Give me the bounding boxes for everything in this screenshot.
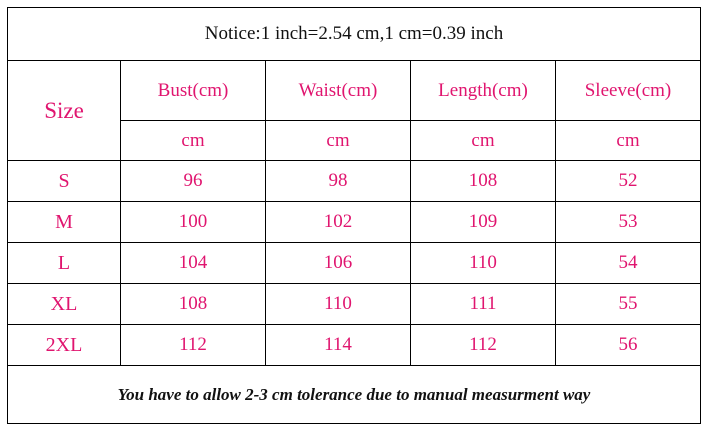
- measurement: 108: [410, 160, 556, 202]
- measurement: 109: [410, 201, 556, 243]
- unit-cell: cm: [265, 120, 411, 161]
- measurement: 114: [265, 324, 411, 366]
- size-label: XL: [7, 283, 121, 325]
- size-label: M: [7, 201, 121, 243]
- measurement: 98: [265, 160, 411, 202]
- unit-cell: cm: [410, 120, 556, 161]
- data-row: S 96 98 108 52: [7, 160, 701, 202]
- footer-note: You have to allow 2-3 cm tolerance due t…: [7, 365, 701, 424]
- data-row: 2XL 112 114 112 56: [7, 324, 701, 366]
- measurement: 111: [410, 283, 556, 325]
- column-header: Waist(cm): [265, 60, 411, 121]
- size-header: Size: [7, 60, 121, 161]
- measurement: 96: [120, 160, 266, 202]
- measurement: 54: [555, 242, 701, 284]
- header-row: Size Bust(cm) Waist(cm) Length(cm) Sleeve(cm…: [7, 60, 701, 161]
- measurement: 112: [410, 324, 556, 366]
- measurement: 102: [265, 201, 411, 243]
- unit-cell: cm: [120, 120, 266, 161]
- unit-cell: cm: [555, 120, 701, 161]
- data-row: M 100 102 109 53: [7, 201, 701, 243]
- data-row: L 104 106 110 54: [7, 242, 701, 284]
- column-header: Sleeve(cm): [555, 60, 701, 121]
- column-header: Bust(cm): [120, 60, 266, 121]
- footer-row: You have to allow 2-3 cm tolerance due t…: [7, 365, 701, 424]
- measurement: 104: [120, 242, 266, 284]
- size-label: 2XL: [7, 324, 121, 366]
- measurement: 108: [120, 283, 266, 325]
- size-label: L: [7, 242, 121, 284]
- measurement: 100: [120, 201, 266, 243]
- unit-row: cm cm cm cm: [8, 120, 701, 161]
- measurement: 112: [120, 324, 266, 366]
- data-row: XL 108 110 111 55: [7, 283, 701, 325]
- column-header: Length(cm): [410, 60, 556, 121]
- measurement: 53: [555, 201, 701, 243]
- notice: Notice:1 inch=2.54 cm,1 cm=0.39 inch: [7, 7, 701, 61]
- measurement: 56: [555, 324, 701, 366]
- measurement: 55: [555, 283, 701, 325]
- measurement: 110: [265, 283, 411, 325]
- size-table: Notice:1 inch=2.54 cm,1 cm=0.39 inch Siz…: [7, 7, 701, 424]
- notice-row: Notice:1 inch=2.54 cm,1 cm=0.39 inch: [7, 7, 701, 61]
- measurement: 52: [555, 160, 701, 202]
- size-label: S: [7, 160, 121, 202]
- table-body: Notice:1 inch=2.54 cm,1 cm=0.39 inch Siz…: [7, 7, 701, 424]
- measurement: 110: [410, 242, 556, 284]
- measurement: 106: [265, 242, 411, 284]
